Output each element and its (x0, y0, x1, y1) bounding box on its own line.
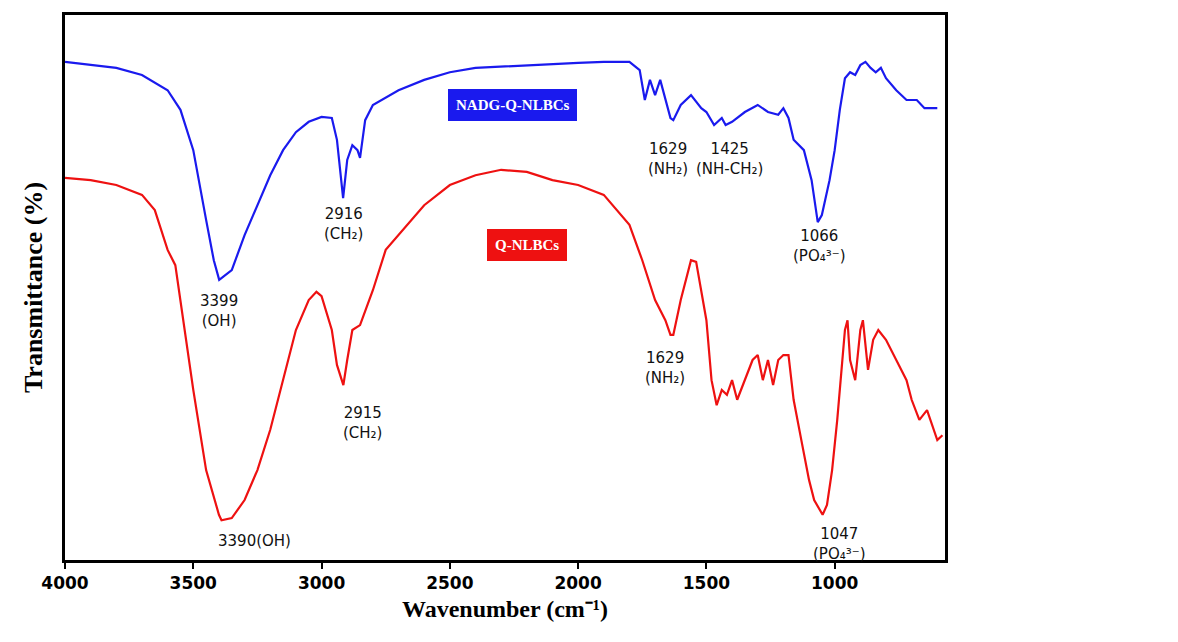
svg-text:3390(OH): 3390(OH) (218, 532, 291, 550)
svg-text:2916(CH₂): 2916(CH₂) (324, 205, 363, 243)
svg-text:Q-NLBCs: Q-NLBCs (495, 237, 559, 253)
svg-text:1000: 1000 (811, 573, 858, 593)
svg-text:4000: 4000 (41, 573, 88, 593)
svg-text:1629(NH₂): 1629(NH₂) (645, 349, 685, 387)
svg-text:1425(NH-CH₂): 1425(NH-CH₂) (696, 140, 763, 178)
svg-text:1500: 1500 (683, 573, 730, 593)
svg-text:3399(OH): 3399(OH) (200, 292, 238, 330)
svg-text:NADG-Q-NLBCs: NADG-Q-NLBCs (456, 97, 569, 113)
svg-text:2915(CH₂): 2915(CH₂) (343, 404, 382, 442)
svg-text:1066(PO₄³⁻): 1066(PO₄³⁻) (793, 227, 846, 265)
svg-text:3000: 3000 (298, 573, 345, 593)
svg-text:2500: 2500 (426, 573, 473, 593)
svg-text:2000: 2000 (554, 573, 601, 593)
svg-text:1047(PO₄³⁻): 1047(PO₄³⁻) (813, 525, 866, 563)
svg-text:3500: 3500 (170, 573, 217, 593)
svg-text:1629(NH₂): 1629(NH₂) (648, 140, 688, 178)
svg-text:Transmittance (%): Transmittance (%) (19, 182, 48, 393)
svg-text:Wavenumber (cm⁻¹): Wavenumber (cm⁻¹) (402, 596, 608, 622)
